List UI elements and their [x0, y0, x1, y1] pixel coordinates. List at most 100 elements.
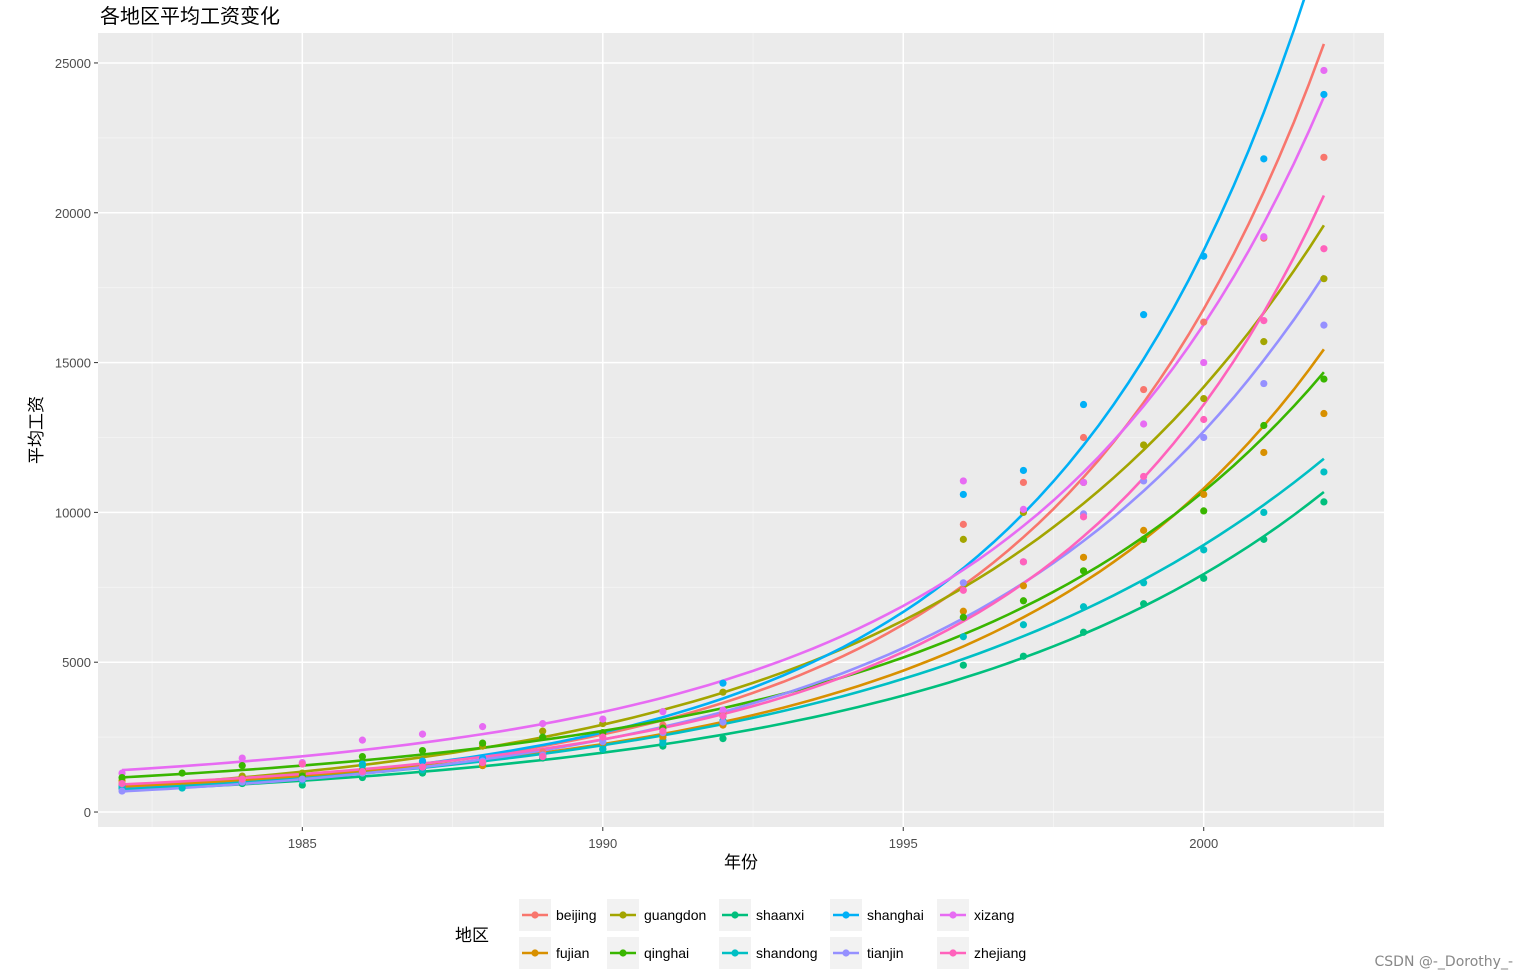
data-point-shandong [959, 633, 967, 641]
data-point-tianjin [1260, 379, 1268, 388]
data-point-fujian [1320, 409, 1328, 418]
data-point-zhejiang [478, 758, 487, 767]
data-point-beijing [1200, 318, 1208, 326]
data-point-shandong [599, 745, 607, 753]
watermark: CSDN @-_Dorothy_- [1374, 954, 1513, 970]
data-point-tianjin [1200, 433, 1208, 442]
data-point-shaanxi [1200, 574, 1208, 582]
data-point-zhejiang [659, 727, 667, 735]
data-point-tianjin [118, 787, 126, 795]
data-point-xizang [1320, 66, 1328, 75]
legend-label-guangdon: guangdon [644, 907, 706, 923]
data-point-shandong [659, 739, 667, 747]
data-point-xizang [539, 720, 547, 728]
data-point-tianjin [719, 718, 727, 726]
data-point-fujian [1019, 582, 1028, 590]
data-point-guangdong [539, 727, 547, 735]
data-point-shanghai [719, 679, 727, 687]
data-point-xizang [478, 723, 487, 731]
x-tick-label: 1990 [588, 836, 617, 851]
data-point-zhejiang [298, 760, 306, 768]
data-point-qinghai [1019, 597, 1028, 605]
legend-label-zhejiang: zhejiang [974, 945, 1026, 961]
data-point-fujian [1200, 490, 1208, 499]
data-point-qinghai [418, 746, 427, 755]
data-point-tianjin [1320, 321, 1328, 329]
data-point-shaanxi [719, 735, 727, 743]
y-axis-title: 平均工资 [27, 396, 47, 464]
data-point-shandong [1140, 579, 1148, 587]
data-point-zhejiang [1079, 513, 1088, 521]
chart-title: 各地区平均工资变化 [100, 4, 280, 28]
data-point-shandong [1079, 603, 1088, 611]
data-point-zhejiang [358, 767, 367, 776]
data-point-shandong [1200, 546, 1208, 554]
data-point-shanghai [1019, 466, 1028, 475]
y-tick-label: 10000 [55, 505, 91, 520]
data-point-shanghai [1320, 90, 1328, 99]
data-point-guangdong [1260, 338, 1268, 346]
data-point-shandong [358, 761, 367, 770]
data-point-zhejiang [1320, 245, 1328, 253]
legend: 地区 beijing guangdon shaanxi shanghai xizang f… [455, 899, 1026, 969]
x-tick-label: 2000 [1189, 836, 1218, 851]
data-point-guangdong [1320, 275, 1328, 283]
data-point-shandong [1320, 468, 1328, 476]
data-point-beijing [959, 520, 967, 528]
data-point-guangdong [719, 688, 727, 696]
data-point-fujian [959, 607, 967, 615]
legend-label-qinghai: qinghai [644, 945, 689, 961]
data-point-qinghai [358, 752, 367, 761]
data-point-beijing [1140, 385, 1148, 394]
x-axis-title: 年份 [724, 853, 758, 873]
data-point-shandong [1019, 621, 1028, 629]
data-point-xizang [1019, 505, 1028, 513]
axes: 1985 1990 1995 2000050001000015000200002500… [55, 56, 1218, 851]
data-point-xizang [418, 730, 427, 738]
data-point-qinghai [1140, 535, 1148, 543]
data-point-shanghai [1079, 400, 1088, 409]
data-point-zhejiang [599, 733, 607, 741]
data-point-qinghai [959, 613, 967, 621]
legend-key-point [842, 949, 850, 957]
data-point-zhejiang [418, 763, 427, 771]
data-point-shanghai [959, 490, 967, 499]
data-point-xizang [599, 715, 607, 723]
data-point-beijing [1079, 433, 1088, 442]
legend-key-point [949, 911, 957, 919]
data-point-xizang [358, 736, 367, 744]
data-point-qinghai [118, 773, 126, 782]
legend-label-tianjin: tianjin [867, 945, 904, 961]
data-point-shanghai [1200, 252, 1208, 260]
y-tick-label: 0 [84, 805, 91, 820]
data-point-qinghai [539, 733, 547, 741]
data-point-xizang [1079, 478, 1088, 487]
data-point-xizang [659, 708, 667, 716]
legend-label-shanghai: shanghai [867, 907, 924, 923]
data-point-qinghai [1260, 421, 1268, 430]
data-point-xizang [959, 477, 967, 485]
legend-key-point [949, 949, 957, 957]
y-tick-label: 25000 [55, 56, 91, 71]
data-point-qinghai [1320, 375, 1328, 383]
legend-label-shandong: shandong [756, 945, 818, 961]
data-point-shaanxi [1019, 652, 1028, 660]
y-tick-label: 5000 [62, 655, 91, 670]
legend-title: 地区 [455, 926, 489, 946]
legend-label-fujian: fujian [556, 945, 589, 961]
data-point-xizang [1260, 233, 1268, 241]
legend-key-point [531, 911, 539, 919]
x-tick-label: 1995 [889, 836, 918, 851]
data-point-tianjin [298, 775, 306, 783]
data-point-shandong [178, 784, 186, 792]
legend-key-point [731, 949, 739, 957]
data-point-guangdong [959, 535, 967, 543]
trend-line-shaanxi [121, 490, 1325, 792]
data-point-fujian [1079, 553, 1088, 561]
data-point-zhejiang [1260, 317, 1268, 325]
legend-key-point [619, 911, 627, 919]
y-tick-label: 20000 [55, 206, 91, 221]
data-point-xizang [238, 754, 246, 762]
legend-key-point [531, 949, 539, 957]
data-point-zhejiang [118, 779, 126, 788]
